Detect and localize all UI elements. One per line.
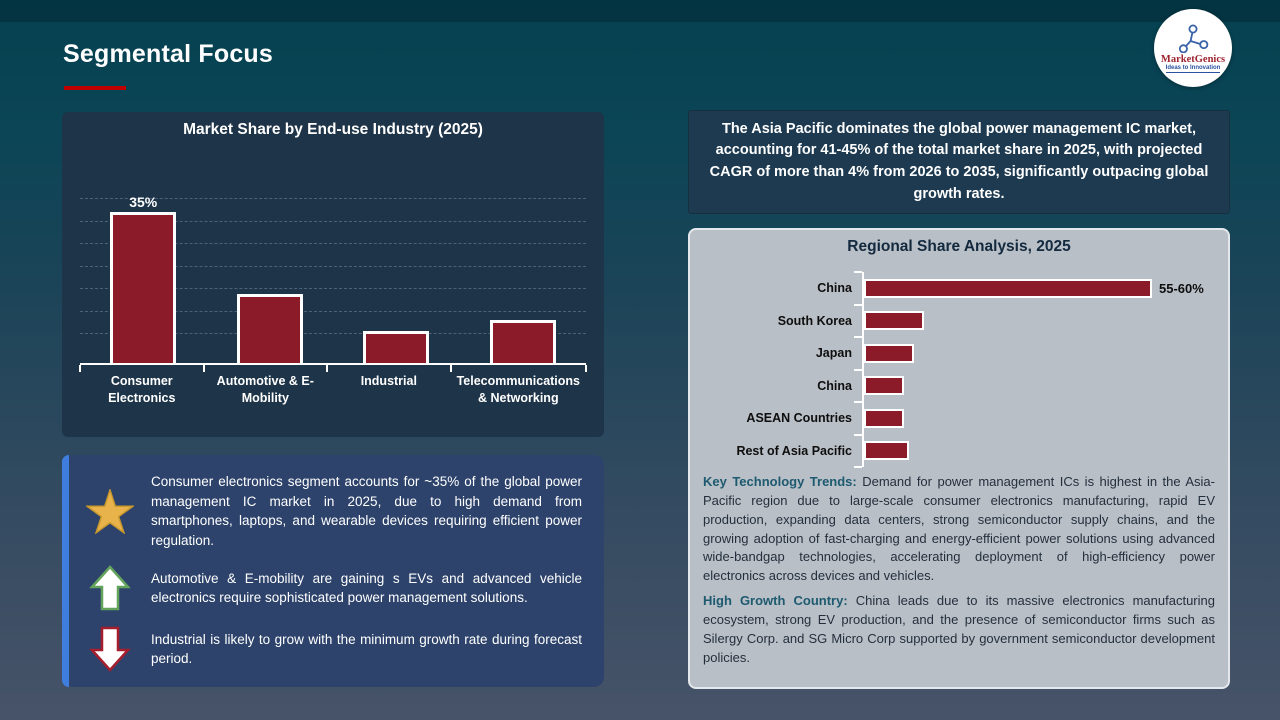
regional-row: Rest of Asia Pacific — [696, 433, 1218, 468]
star-icon — [86, 488, 134, 534]
regional-chart-title: Regional Share Analysis, 2025 — [847, 238, 1071, 255]
gridline — [80, 333, 586, 334]
enduse-bars: 35% — [80, 139, 586, 363]
gridline — [80, 220, 586, 222]
regional-row: China 55-60% — [696, 271, 1218, 305]
growth-lead: High Growth Country: — [703, 593, 848, 609]
enduse-plot: 35% — [80, 139, 586, 363]
gridline — [80, 265, 586, 267]
enduse-categories: Consumer Electronics Automotive & E-Mobil… — [79, 363, 587, 407]
trends-body: Demand for power management ICs is highe… — [703, 474, 1215, 584]
insight-item-consumer: Consumer electronics segment accounts fo… — [86, 472, 582, 550]
region-label: China — [817, 378, 852, 393]
insight-text: Automotive & E-mobility are gaining s EV… — [151, 570, 582, 606]
logo-brand-text: MarketGenics — [1160, 54, 1226, 65]
bar-slot — [207, 139, 334, 363]
regional-chart: China 55-60% South Korea Japan China ASEAN Co… — [696, 271, 1218, 468]
regional-trends-paragraph: Key Technology Trends: Demand for power … — [703, 473, 1215, 586]
category-label: Telecommunications & Networking — [449, 365, 586, 407]
regional-panel: Regional Share Analysis, 2025 China 55-60… — [688, 228, 1230, 689]
bar — [864, 278, 1152, 298]
top-band — [0, 0, 1280, 22]
bar — [864, 376, 904, 396]
category-label: Automotive & E-Mobility — [202, 365, 328, 407]
region-label: Rest of Asia Pacific — [736, 443, 852, 458]
region-label: China — [817, 281, 852, 296]
region-label: South Korea — [777, 313, 852, 328]
bar — [236, 294, 303, 363]
regional-row: ASEAN Countries — [696, 401, 1218, 435]
insight-text: Industrial is likely to grow with the mi… — [151, 631, 582, 667]
enduse-chart-panel: Market Share by End-use Industry (2025) … — [62, 112, 604, 437]
regional-row: Japan — [696, 336, 1218, 370]
callout-text: The Asia Pacific dominates the global po… — [709, 120, 1209, 202]
bar — [864, 441, 909, 461]
molecule-icon — [1178, 24, 1209, 53]
enduse-chart-title: Market Share by End-use Industry (2025) — [183, 121, 483, 138]
insight-accent-bar — [62, 455, 69, 687]
category-label: Industrial — [326, 365, 451, 407]
insight-item-industrial: Industrial is likely to grow with the mi… — [86, 626, 582, 673]
growth-body: China leads due to its massive electroni… — [703, 593, 1215, 665]
bar-track — [854, 368, 1218, 402]
logo-tagline: Ideas to Innovation — [1165, 65, 1221, 73]
bar-track — [854, 303, 1218, 337]
gridline — [80, 243, 586, 244]
region-label: Japan — [815, 346, 852, 361]
bar-track — [854, 336, 1218, 370]
down-arrow-icon — [86, 626, 134, 673]
bar — [864, 343, 914, 363]
gridline — [80, 288, 586, 289]
title-underline — [64, 86, 126, 90]
asia-pacific-callout: The Asia Pacific dominates the global po… — [688, 110, 1230, 214]
category-label: Consumer Electronics — [79, 365, 204, 407]
regional-row: China — [696, 368, 1218, 402]
bar — [489, 320, 556, 363]
up-arrow-icon — [86, 565, 134, 611]
bar-value-label: 35% — [129, 194, 158, 210]
bar — [363, 331, 430, 363]
brand-logo: MarketGenics Ideas to Innovation — [1154, 9, 1232, 87]
bar-slot — [460, 139, 587, 363]
bar — [110, 212, 177, 363]
regional-row: South Korea — [696, 303, 1218, 337]
regional-growth-paragraph: High Growth Country: China leads due to … — [703, 592, 1215, 667]
insight-text: Consumer electronics segment accounts fo… — [151, 474, 582, 548]
insight-item-automotive: Automotive & E-mobility are gaining s EV… — [86, 565, 582, 611]
bar — [864, 311, 924, 331]
insight-box: Consumer electronics segment accounts fo… — [62, 455, 604, 687]
bar-slot — [333, 139, 460, 363]
bar-track — [854, 433, 1218, 468]
gridline — [80, 310, 586, 312]
trends-lead: Key Technology Trends: — [703, 474, 857, 489]
region-label: ASEAN Countries — [746, 411, 852, 426]
bar-slot: 35% — [80, 139, 207, 363]
bar-value-label: 55-60% — [1159, 280, 1204, 296]
bar-track — [854, 401, 1218, 435]
gridline — [80, 198, 586, 199]
bar-track: 55-60% — [854, 271, 1218, 305]
bar — [864, 408, 904, 428]
page-title: Segmental Focus — [63, 40, 273, 68]
